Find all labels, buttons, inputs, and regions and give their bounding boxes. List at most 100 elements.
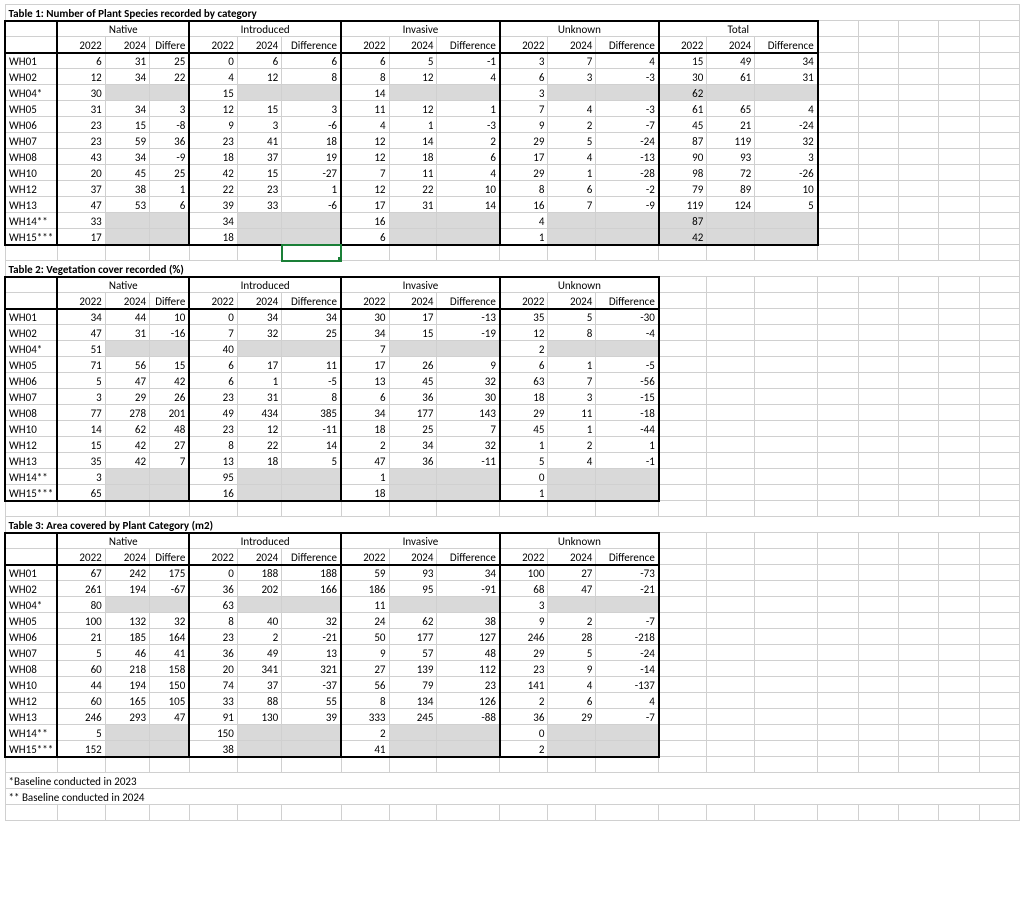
data-cell[interactable]: 12 xyxy=(341,133,389,149)
data-cell[interactable] xyxy=(237,213,281,229)
cell[interactable] xyxy=(939,53,979,69)
cell[interactable] xyxy=(858,293,898,309)
cell[interactable] xyxy=(818,53,858,69)
row-label[interactable]: WH13 xyxy=(5,197,57,213)
data-cell[interactable]: 29 xyxy=(500,133,548,149)
cell[interactable] xyxy=(237,757,281,773)
cell[interactable] xyxy=(707,293,755,309)
data-cell[interactable]: 14 xyxy=(57,421,105,437)
data-cell[interactable] xyxy=(437,725,500,741)
cell[interactable] xyxy=(818,405,858,421)
data-cell[interactable]: 42 xyxy=(189,165,237,181)
cell[interactable] xyxy=(979,645,1019,661)
data-cell[interactable] xyxy=(596,741,659,757)
cell[interactable] xyxy=(858,725,898,741)
cell[interactable] xyxy=(755,405,818,421)
data-cell[interactable]: 47 xyxy=(105,373,149,389)
data-cell[interactable]: 6 xyxy=(150,197,190,213)
data-cell[interactable]: 4 xyxy=(755,101,818,117)
data-cell[interactable]: 23 xyxy=(237,181,281,197)
data-cell[interactable]: 31 xyxy=(105,53,149,69)
data-cell[interactable]: -15 xyxy=(596,389,659,405)
cell[interactable] xyxy=(500,757,548,773)
cell[interactable] xyxy=(659,485,707,501)
data-cell[interactable]: 34 xyxy=(105,149,149,165)
cell[interactable] xyxy=(189,245,237,261)
row-label[interactable]: WH02 xyxy=(5,581,57,597)
cell[interactable] xyxy=(237,245,281,261)
data-cell[interactable]: 5 xyxy=(282,453,341,469)
data-cell[interactable]: -218 xyxy=(596,629,659,645)
cell[interactable] xyxy=(707,693,755,709)
cell[interactable] xyxy=(939,421,979,437)
data-cell[interactable]: 119 xyxy=(707,133,755,149)
cell[interactable] xyxy=(939,85,979,101)
data-cell[interactable]: 6 xyxy=(500,357,548,373)
data-cell[interactable] xyxy=(596,725,659,741)
cell[interactable] xyxy=(818,373,858,389)
data-cell[interactable]: -3 xyxy=(596,101,659,117)
cell[interactable] xyxy=(755,565,818,581)
data-cell[interactable]: 93 xyxy=(707,149,755,165)
data-cell[interactable]: 34 xyxy=(341,325,389,341)
cell[interactable] xyxy=(755,357,818,373)
data-cell[interactable] xyxy=(707,229,755,245)
data-cell[interactable]: 18 xyxy=(389,149,437,165)
cell[interactable] xyxy=(818,501,858,517)
cell[interactable] xyxy=(150,805,190,821)
cell[interactable] xyxy=(5,757,57,773)
cell[interactable] xyxy=(979,725,1019,741)
cell[interactable] xyxy=(898,757,938,773)
data-cell[interactable]: 27 xyxy=(548,565,596,581)
cell[interactable] xyxy=(57,501,105,517)
cell[interactable] xyxy=(939,805,979,821)
cell[interactable] xyxy=(939,629,979,645)
data-cell[interactable]: 34 xyxy=(57,309,105,325)
data-cell[interactable]: 32 xyxy=(282,613,341,629)
cell[interactable] xyxy=(659,677,707,693)
data-cell[interactable]: 124 xyxy=(707,197,755,213)
cell[interactable] xyxy=(659,661,707,677)
data-cell[interactable]: 6 xyxy=(341,389,389,405)
data-cell[interactable]: 5 xyxy=(57,645,105,661)
cell[interactable] xyxy=(707,661,755,677)
cell[interactable] xyxy=(898,277,938,293)
col-header[interactable]: Differe xyxy=(150,293,190,309)
data-cell[interactable]: 11 xyxy=(282,357,341,373)
data-cell[interactable] xyxy=(150,229,190,245)
data-cell[interactable]: 14 xyxy=(437,197,500,213)
cell[interactable] xyxy=(939,405,979,421)
data-cell[interactable]: 4 xyxy=(548,149,596,165)
cell[interactable] xyxy=(939,757,979,773)
data-cell[interactable]: 57 xyxy=(389,645,437,661)
data-cell[interactable] xyxy=(282,229,341,245)
data-cell[interactable]: 15 xyxy=(150,357,190,373)
data-cell[interactable]: 17 xyxy=(237,357,281,373)
cell[interactable] xyxy=(858,645,898,661)
data-cell[interactable]: 8 xyxy=(282,389,341,405)
spreadsheet-grid[interactable]: Table 1: Number of Plant Species recorde… xyxy=(4,4,1020,821)
cell[interactable] xyxy=(755,453,818,469)
cell[interactable] xyxy=(659,421,707,437)
cell[interactable] xyxy=(939,309,979,325)
cell[interactable] xyxy=(939,373,979,389)
data-cell[interactable] xyxy=(389,229,437,245)
col-header[interactable]: 2024 xyxy=(237,37,281,53)
row-label[interactable]: WH12 xyxy=(5,693,57,709)
cell[interactable] xyxy=(659,565,707,581)
data-cell[interactable]: 4 xyxy=(437,69,500,85)
row-label[interactable]: WH08 xyxy=(5,661,57,677)
data-cell[interactable]: 177 xyxy=(389,629,437,645)
data-cell[interactable]: 31 xyxy=(105,325,149,341)
data-cell[interactable]: 23 xyxy=(500,661,548,677)
data-cell[interactable]: 22 xyxy=(389,181,437,197)
data-cell[interactable]: 62 xyxy=(105,421,149,437)
col-header[interactable]: 2022 xyxy=(189,37,237,53)
cell[interactable] xyxy=(818,581,858,597)
data-cell[interactable]: 1 xyxy=(548,357,596,373)
data-cell[interactable]: -24 xyxy=(596,133,659,149)
data-cell[interactable]: 341 xyxy=(237,661,281,677)
data-cell[interactable]: -56 xyxy=(596,373,659,389)
data-cell[interactable] xyxy=(150,725,190,741)
data-cell[interactable]: 26 xyxy=(389,357,437,373)
